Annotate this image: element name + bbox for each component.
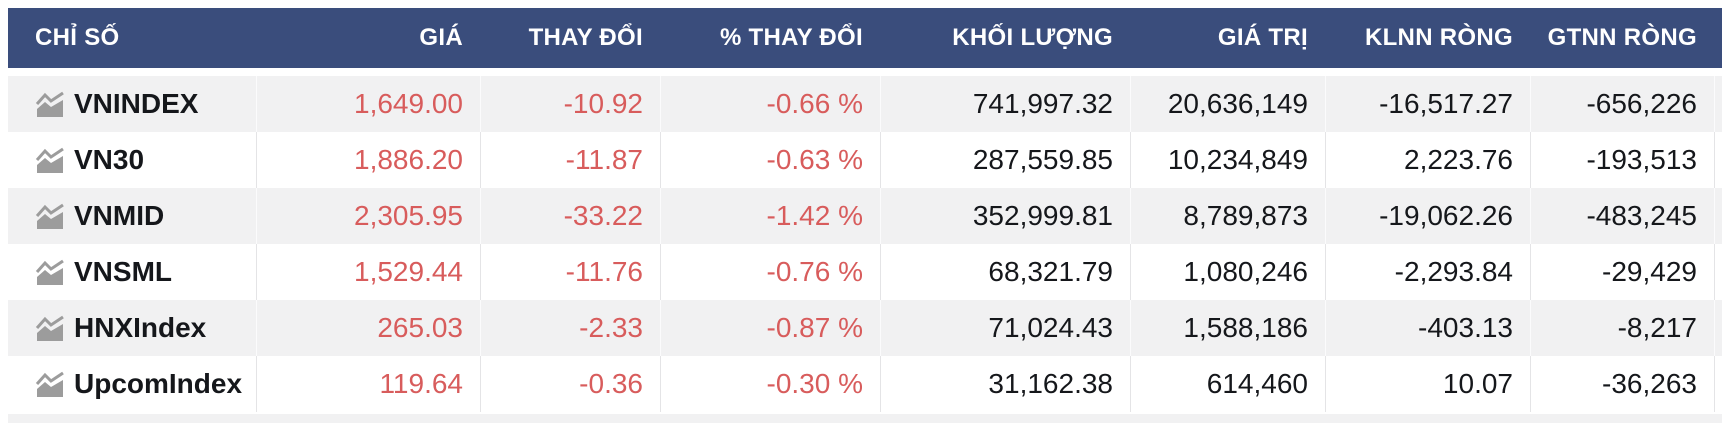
change-cell: -33.22	[480, 188, 660, 244]
index-name-cell: HNXIndex	[8, 300, 256, 356]
index-row[interactable]: VNMID 2,305.95 -33.22 -1.42 % 352,999.81…	[8, 188, 1722, 244]
index-name: VNSML	[74, 256, 172, 287]
index-name: VNMID	[74, 200, 165, 231]
change-cell: -2.33	[480, 300, 660, 356]
area-chart-icon	[35, 203, 65, 230]
row-spacer	[1714, 76, 1722, 132]
column-header: % THAY ĐỔI	[719, 24, 863, 51]
price-cell: 265.03	[256, 300, 480, 356]
row-spacer	[1714, 356, 1722, 412]
price-cell: 1,529.44	[256, 244, 480, 300]
index-row[interactable]: UpcomIndex 119.64 -0.36 -0.30 % 31,162.3…	[8, 356, 1722, 412]
net-foreign-volume-cell: -19,062.26	[1325, 188, 1530, 244]
change-cell: -11.76	[480, 244, 660, 300]
value-cell: 614,460	[1130, 356, 1325, 412]
index-row[interactable]: HNXIndex 265.03 -2.33 -0.87 % 71,024.43 …	[8, 300, 1722, 356]
volume-cell: 31,162.38	[880, 356, 1130, 412]
pct-change-cell: -0.87 %	[660, 300, 880, 356]
area-chart-icon	[35, 315, 65, 342]
index-row[interactable]: VNINDEX 1,649.00 -10.92 -0.66 % 741,997.…	[8, 76, 1722, 132]
net-foreign-volume-cell: -2,293.84	[1325, 244, 1530, 300]
column-header: CHỈ SỐ	[35, 24, 120, 51]
net-foreign-value-cell: -483,245	[1530, 188, 1714, 244]
value-cell: 1,588,186	[1130, 300, 1325, 356]
row-spacer	[1714, 300, 1722, 356]
volume-cell: 352,999.81	[880, 188, 1130, 244]
value-cell: 8,789,873	[1130, 188, 1325, 244]
volume-cell: 71,024.43	[880, 300, 1130, 356]
table-header: CHỈ SỐ GIÁ THAY ĐỔI % THAY ĐỔI KHỐI LƯỢNG GIÁ…	[8, 8, 1722, 68]
net-foreign-volume-cell: 10.07	[1325, 356, 1530, 412]
net-foreign-value-cell: -656,226	[1530, 76, 1714, 132]
pct-change-cell: -0.30 %	[660, 356, 880, 412]
net-foreign-volume-cell: -403.13	[1325, 300, 1530, 356]
column-header: GIÁ TRỊ	[1217, 24, 1308, 51]
price-cell: 119.64	[256, 356, 480, 412]
price-cell: 1,886.20	[256, 132, 480, 188]
price-cell: 2,305.95	[256, 188, 480, 244]
index-name-cell: VNINDEX	[8, 76, 256, 132]
net-foreign-value-cell: -193,513	[1530, 132, 1714, 188]
column-header: THAY ĐỔI	[528, 24, 643, 51]
index-name: HNXIndex	[74, 312, 207, 343]
volume-cell: 68,321.79	[880, 244, 1130, 300]
table-body: VNINDEX 1,649.00 -10.92 -0.66 % 741,997.…	[8, 76, 1722, 423]
clipped-next-row	[8, 414, 1722, 423]
index-name: VNINDEX	[74, 88, 199, 119]
index-row[interactable]: VNSML 1,529.44 -11.76 -0.76 % 68,321.79 …	[8, 244, 1722, 300]
net-foreign-value-cell: -36,263	[1530, 356, 1714, 412]
price-cell: 1,649.00	[256, 76, 480, 132]
pct-change-cell: -0.76 %	[660, 244, 880, 300]
value-cell: 20,636,149	[1130, 76, 1325, 132]
column-header: KHỐI LƯỢNG	[952, 24, 1113, 51]
area-chart-icon	[35, 91, 65, 118]
index-name-cell: VNMID	[8, 188, 256, 244]
row-spacer	[1714, 244, 1722, 300]
pct-change-cell: -0.66 %	[660, 76, 880, 132]
column-header: KLNN RÒNG	[1364, 24, 1513, 51]
pct-change-cell: -0.63 %	[660, 132, 880, 188]
pct-change-cell: -1.42 %	[660, 188, 880, 244]
net-foreign-value-cell: -8,217	[1530, 300, 1714, 356]
change-cell: -0.36	[480, 356, 660, 412]
area-chart-icon	[35, 147, 65, 174]
row-spacer	[1714, 132, 1722, 188]
volume-cell: 741,997.32	[880, 76, 1130, 132]
change-cell: -11.87	[480, 132, 660, 188]
area-chart-icon	[35, 259, 65, 286]
index-name-cell: UpcomIndex	[8, 356, 256, 412]
value-cell: 1,080,246	[1130, 244, 1325, 300]
column-header: GTNN RÒNG	[1547, 24, 1697, 51]
index-row[interactable]: VN30 1,886.20 -11.87 -0.63 % 287,559.85 …	[8, 132, 1722, 188]
value-cell: 10,234,849	[1130, 132, 1325, 188]
column-header: GIÁ	[419, 24, 463, 51]
net-foreign-value-cell: -29,429	[1530, 244, 1714, 300]
volume-cell: 287,559.85	[880, 132, 1130, 188]
index-name-cell: VN30	[8, 132, 256, 188]
index-name: UpcomIndex	[74, 368, 243, 399]
net-foreign-volume-cell: 2,223.76	[1325, 132, 1530, 188]
net-foreign-volume-cell: -16,517.27	[1325, 76, 1530, 132]
area-chart-icon	[35, 371, 65, 398]
change-cell: -10.92	[480, 76, 660, 132]
index-name: VN30	[74, 144, 145, 175]
index-name-cell: VNSML	[8, 244, 256, 300]
row-spacer	[1714, 188, 1722, 244]
